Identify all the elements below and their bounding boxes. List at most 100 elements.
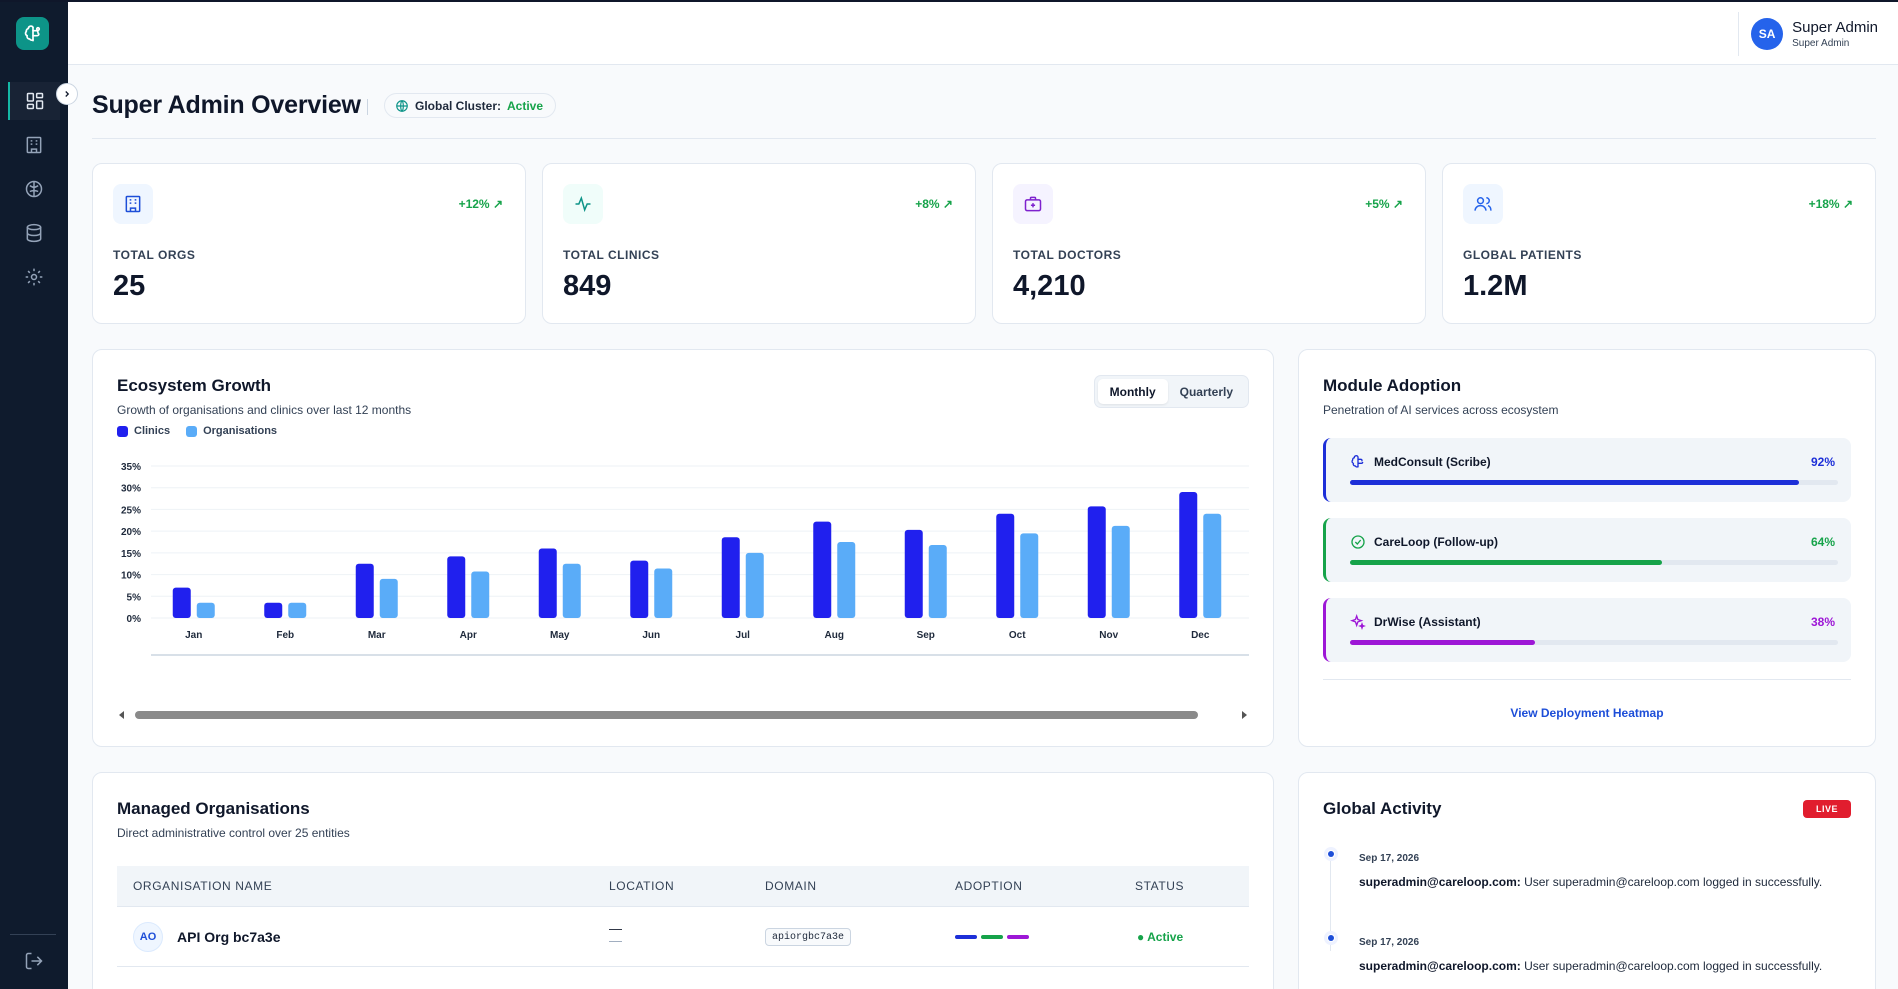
org-avatar: AO	[133, 922, 163, 952]
stat-label: TOTAL DOCTORS	[1013, 248, 1122, 262]
stat-icon-box	[1013, 184, 1053, 224]
bar-organisations-may	[562, 563, 581, 618]
title-separator	[367, 99, 368, 115]
module-careloop[interactable]: CareLoop (Follow-up) 64%	[1323, 518, 1851, 582]
building-icon	[125, 195, 141, 213]
legend-swatch	[117, 425, 128, 437]
nav-ai-modules[interactable]	[8, 170, 60, 208]
user-role: Super Admin	[1792, 38, 1850, 49]
adoption-drwise-bar	[1007, 935, 1029, 939]
bar-clinics-jan	[172, 587, 191, 618]
org-location: — —	[609, 921, 622, 948]
stat-delta: +5% ↗	[1365, 197, 1403, 211]
legend-item-clinics[interactable]: Clinics	[117, 425, 170, 437]
stat-label: GLOBAL PATIENTS	[1463, 248, 1582, 262]
legend-swatch	[186, 425, 198, 437]
activity-date: Sep 17, 2026	[1359, 853, 1420, 864]
toggle-monthly[interactable]: Monthly	[1097, 379, 1168, 404]
x-tick-label: Sep	[917, 630, 935, 641]
column-header[interactable]: ADOPTION	[955, 879, 1023, 893]
stat-card-clinics: +8% ↗ TOTAL CLINICS 849	[542, 163, 976, 324]
ecosystem-growth-card: Ecosystem Growth Growth of organisations…	[92, 349, 1274, 747]
stat-card-orgs: +12% ↗ TOTAL ORGS 25	[92, 163, 526, 324]
app-logo[interactable]	[16, 17, 49, 50]
column-header[interactable]: DOMAIN	[765, 879, 817, 893]
column-header[interactable]: LOCATION	[609, 879, 675, 893]
nav-database[interactable]	[8, 214, 60, 252]
table-row[interactable]: AO API Org bc7a3e — — apiorgbc7a3e ● Acti…	[117, 907, 1249, 967]
bar-clinics-feb	[264, 602, 283, 618]
bar-organisations-nov	[1111, 525, 1130, 618]
sidebar	[0, 0, 68, 989]
nav-settings[interactable]	[8, 258, 60, 296]
nav-dashboard[interactable]	[8, 82, 60, 120]
card-subtitle: Direct administrative control over 25 en…	[117, 826, 350, 840]
view-heatmap-link[interactable]: View Deployment Heatmap	[1510, 706, 1664, 720]
page-title: Super Admin Overview	[92, 91, 361, 119]
card-title: Ecosystem Growth	[117, 376, 271, 395]
module-drwise[interactable]: DrWise (Assistant) 38%	[1323, 598, 1851, 662]
activity-text: superadmin@careloop.com: User superadmin…	[1359, 959, 1822, 973]
stat-label: TOTAL CLINICS	[563, 248, 660, 262]
org-location-value: —	[609, 921, 622, 936]
adoption-medconsult-bar	[955, 935, 977, 939]
stat-icon-box	[563, 184, 603, 224]
legend-item-organisations[interactable]: Organisations	[186, 425, 277, 437]
x-tick-label: Apr	[460, 630, 477, 641]
bar-organisations-feb	[288, 602, 307, 618]
cluster-label: Global Cluster:	[415, 98, 502, 113]
module-progress-track	[1350, 640, 1838, 645]
bar-clinics-jun	[630, 560, 649, 618]
managed-orgs-card: Managed Organisations Direct administrat…	[92, 772, 1274, 989]
toggle-quarterly[interactable]: Quarterly	[1179, 384, 1233, 399]
module-progress-fill	[1350, 640, 1536, 645]
bar-clinics-apr	[447, 556, 466, 618]
org-name[interactable]: API Org bc7a3e	[177, 929, 281, 945]
activity-user: superadmin@careloop.com:	[1359, 875, 1521, 889]
table-header: ORGANISATION NAME LOCATION DOMAIN ADOPTI…	[117, 866, 1249, 907]
user-menu[interactable]: SA Super Admin Super Admin	[1738, 12, 1878, 56]
scroll-thumb[interactable]	[135, 711, 1198, 719]
module-medconsult[interactable]: MedConsult (Scribe) 92%	[1323, 438, 1851, 502]
bar-organisations-aug	[837, 542, 856, 618]
building-icon	[26, 136, 42, 154]
stat-icon-box	[113, 184, 153, 224]
y-tick-label: 10%	[121, 571, 141, 582]
column-header[interactable]: STATUS	[1135, 879, 1185, 893]
card-divider	[1323, 679, 1851, 680]
x-tick-label: May	[550, 630, 570, 641]
card-subtitle: Penetration of AI services across ecosys…	[1323, 403, 1559, 417]
brain-icon	[25, 180, 43, 198]
chart-scrollbar[interactable]	[117, 706, 1249, 724]
activity-user: superadmin@careloop.com:	[1359, 959, 1521, 973]
y-tick-label: 30%	[121, 484, 141, 495]
globe-icon	[396, 99, 408, 112]
stat-value: 25	[113, 270, 146, 302]
column-header[interactable]: ORGANISATION NAME	[133, 879, 273, 893]
dashboard-icon	[26, 92, 44, 110]
y-tick-label: 25%	[121, 505, 141, 516]
scroll-left-icon[interactable]	[117, 710, 127, 720]
module-progress-track	[1350, 560, 1838, 565]
module-name: CareLoop (Follow-up)	[1374, 535, 1498, 549]
card-title: Managed Organisations	[117, 799, 310, 818]
module-name: MedConsult (Scribe)	[1374, 455, 1491, 469]
stat-card-doctors: +5% ↗ TOTAL DOCTORS 4,210	[992, 163, 1426, 324]
card-title: Global Activity	[1323, 799, 1442, 818]
logout-button[interactable]	[8, 942, 60, 980]
scroll-right-icon[interactable]	[1239, 710, 1249, 720]
live-badge: LIVE	[1803, 800, 1851, 818]
module-name: DrWise (Assistant)	[1374, 615, 1481, 629]
bar-organisations-jan	[196, 602, 215, 618]
sidebar-expand-button[interactable]	[56, 83, 78, 105]
timeline-line	[1330, 855, 1331, 951]
y-tick-label: 5%	[127, 592, 142, 603]
logout-icon	[25, 952, 43, 970]
users-icon	[1474, 197, 1492, 211]
bar-organisations-oct	[1020, 533, 1039, 618]
status-badge: ● Active	[1137, 930, 1184, 944]
bar-clinics-oct	[996, 513, 1015, 618]
module-percent: 92%	[1810, 455, 1835, 469]
stat-card-patients: +18% ↗ GLOBAL PATIENTS 1.2M	[1442, 163, 1876, 324]
nav-organisations[interactable]	[8, 126, 60, 164]
